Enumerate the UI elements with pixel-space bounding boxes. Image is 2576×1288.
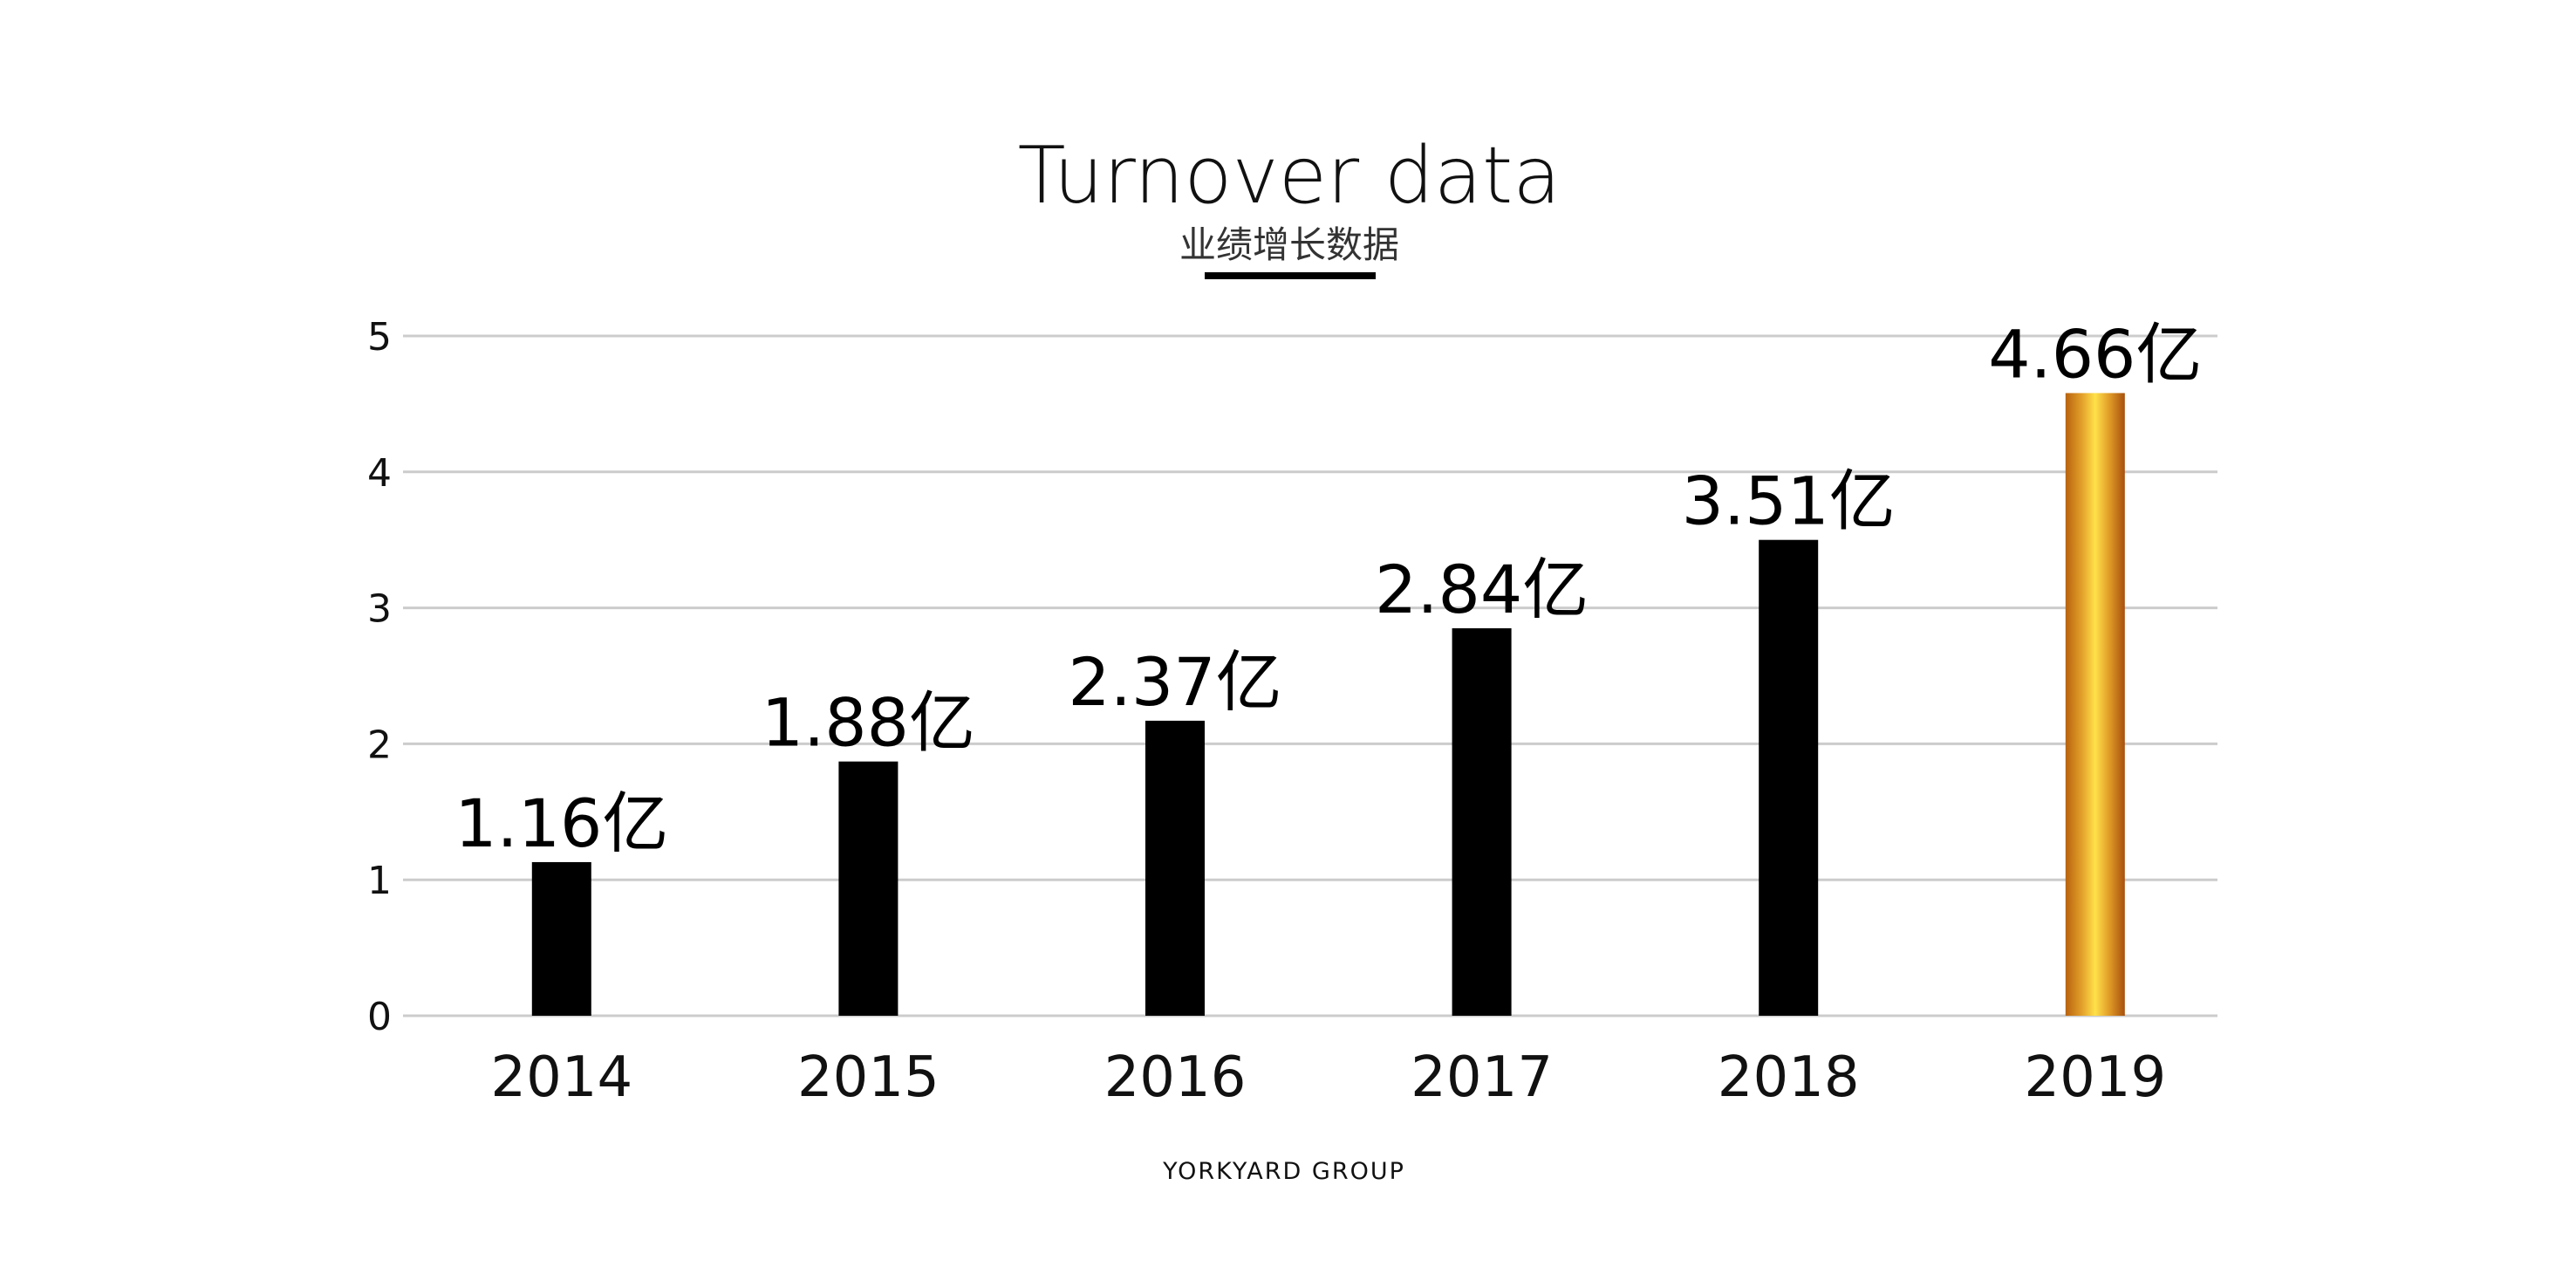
bar — [531, 861, 591, 1016]
x-tick-label: 2018 — [1718, 1045, 1860, 1110]
data-labels: 1.16亿 1.88亿 2.37亿 2.84亿 3.51亿 4.66亿 — [454, 315, 2202, 862]
x-tick-label: 2016 — [1104, 1045, 1247, 1110]
bar — [1759, 539, 1819, 1016]
y-tick-label: 2 — [367, 723, 392, 767]
grid-lines — [403, 334, 2217, 1017]
bar — [1145, 720, 1205, 1016]
y-tick-label: 4 — [367, 451, 392, 496]
bars — [531, 393, 2125, 1016]
data-label: 3.51亿 — [1682, 462, 1896, 540]
chart-title: Turnover data — [1018, 130, 1561, 222]
x-axis-ticks: 2014 2015 2016 2017 2018 2019 — [490, 1045, 2166, 1110]
bar — [838, 761, 899, 1016]
y-tick-label: 0 — [367, 995, 392, 1039]
chart-subtitle: 业绩增长数据 — [1179, 223, 1399, 266]
x-tick-label: 2015 — [797, 1045, 940, 1110]
x-tick-label: 2019 — [2024, 1045, 2166, 1110]
bar — [1452, 627, 1512, 1016]
y-axis-ticks: 0 1 2 3 4 5 — [367, 315, 392, 1039]
data-label: 1.88亿 — [762, 684, 975, 762]
x-tick-label: 2014 — [490, 1045, 632, 1110]
data-label: 2.37亿 — [1068, 643, 1281, 721]
data-label: 4.66亿 — [1988, 315, 2202, 393]
title-underline — [1205, 272, 1376, 279]
x-tick-label: 2017 — [1411, 1045, 1553, 1110]
y-tick-label: 5 — [367, 315, 392, 360]
data-label: 2.84亿 — [1375, 551, 1589, 628]
footer-brand: YORKYARD GROUP — [1162, 1158, 1405, 1185]
y-tick-label: 1 — [367, 859, 392, 903]
data-label: 1.16亿 — [454, 784, 668, 862]
bar-highlight — [2065, 393, 2125, 1016]
y-tick-label: 3 — [367, 587, 392, 632]
